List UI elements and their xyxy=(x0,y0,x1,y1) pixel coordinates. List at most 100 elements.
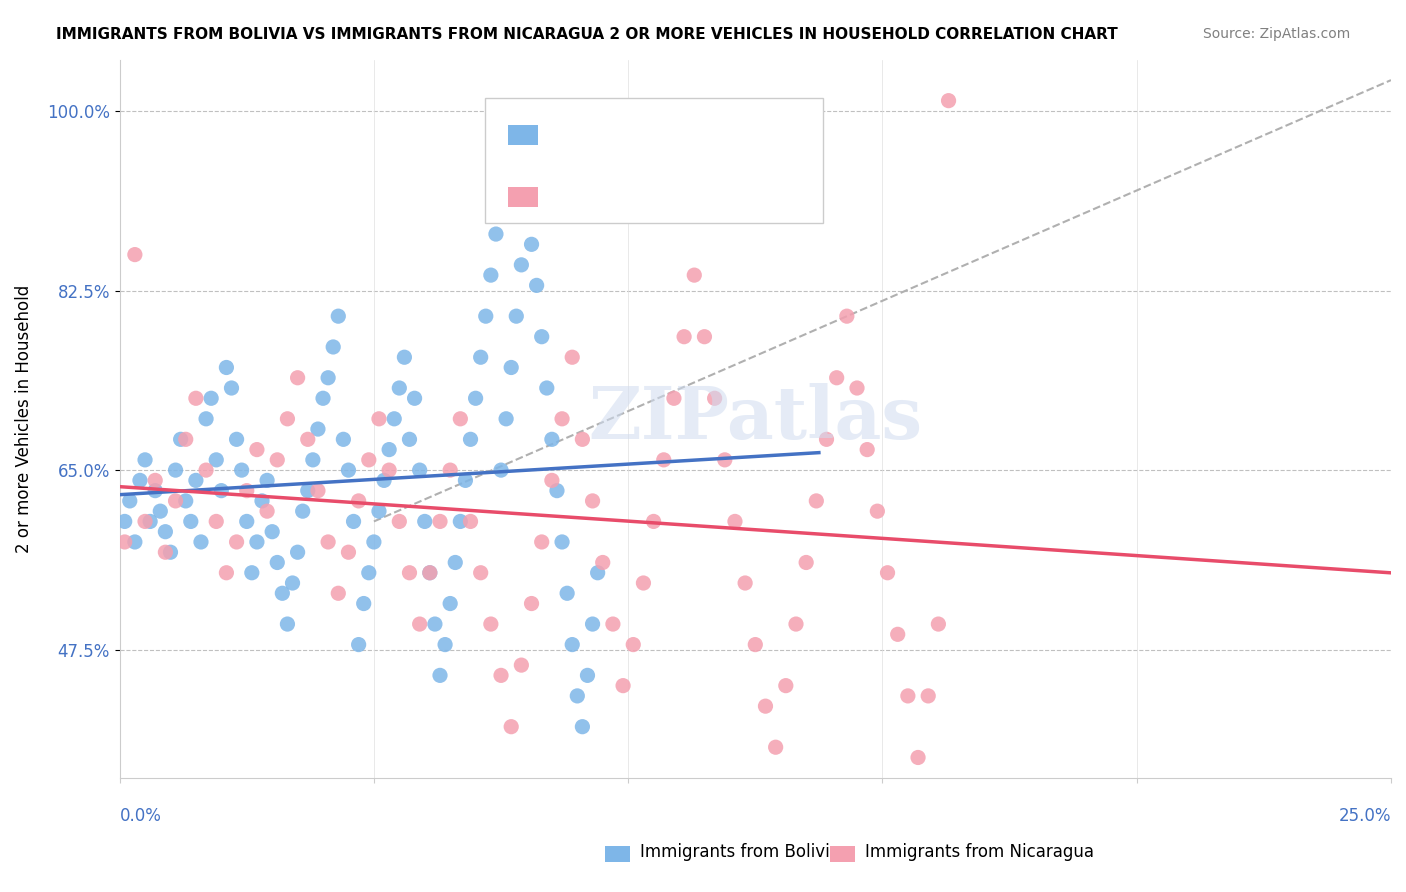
Point xyxy=(454,474,477,488)
Point xyxy=(129,474,152,488)
Point xyxy=(423,617,446,632)
Point xyxy=(815,433,838,447)
Point xyxy=(602,617,624,632)
Point xyxy=(449,515,471,529)
Point xyxy=(246,442,269,457)
Point xyxy=(250,494,273,508)
Point xyxy=(907,750,929,764)
Point xyxy=(373,474,395,488)
Text: 0.0%: 0.0% xyxy=(120,806,162,825)
Point xyxy=(662,391,685,405)
Point xyxy=(271,586,294,600)
Point xyxy=(143,474,166,488)
Point xyxy=(180,515,202,529)
Point xyxy=(200,391,222,405)
Point xyxy=(530,329,553,343)
Point xyxy=(276,412,298,426)
Point xyxy=(215,566,238,580)
Point xyxy=(316,535,339,549)
Point xyxy=(489,668,512,682)
Point xyxy=(489,463,512,477)
Point xyxy=(917,689,939,703)
Point xyxy=(337,463,360,477)
Point xyxy=(551,535,574,549)
Point xyxy=(612,679,634,693)
Point xyxy=(460,433,482,447)
Point xyxy=(652,453,675,467)
Point xyxy=(576,668,599,682)
Point xyxy=(546,483,568,498)
Point xyxy=(368,504,391,518)
Point xyxy=(328,586,350,600)
Text: 0.253: 0.253 xyxy=(558,123,614,141)
Point xyxy=(449,412,471,426)
Point xyxy=(235,483,257,498)
Point xyxy=(621,638,644,652)
Point xyxy=(520,597,543,611)
Point xyxy=(256,504,278,518)
Point xyxy=(567,689,589,703)
Point xyxy=(520,237,543,252)
Point xyxy=(479,617,502,632)
Point xyxy=(703,391,725,405)
Point xyxy=(297,433,319,447)
Point xyxy=(143,483,166,498)
Point xyxy=(388,381,411,395)
Text: 0.339: 0.339 xyxy=(558,186,614,203)
Point xyxy=(713,453,735,467)
Point xyxy=(734,576,756,591)
Point xyxy=(382,412,405,426)
Text: N =: N = xyxy=(623,123,662,141)
Point xyxy=(378,463,401,477)
Point xyxy=(246,535,269,549)
Point xyxy=(419,566,441,580)
Point xyxy=(413,515,436,529)
Point xyxy=(357,453,380,467)
Point xyxy=(221,381,243,395)
Point xyxy=(139,515,162,529)
Point xyxy=(149,504,172,518)
Text: 82: 82 xyxy=(659,186,685,203)
Point xyxy=(174,494,197,508)
Point xyxy=(866,504,889,518)
Text: Source: ZipAtlas.com: Source: ZipAtlas.com xyxy=(1202,27,1350,41)
Point xyxy=(297,483,319,498)
Text: Immigrants from Bolivia: Immigrants from Bolivia xyxy=(640,843,839,861)
Point xyxy=(419,566,441,580)
Point xyxy=(312,391,335,405)
Point xyxy=(225,433,247,447)
Point xyxy=(291,504,314,518)
Point xyxy=(195,463,218,477)
Point xyxy=(693,329,716,343)
Point xyxy=(643,515,665,529)
Point xyxy=(429,515,451,529)
Point xyxy=(510,258,533,272)
Point xyxy=(586,566,609,580)
Point xyxy=(592,556,614,570)
Point xyxy=(184,391,207,405)
Point xyxy=(307,483,329,498)
Point xyxy=(322,340,344,354)
Point xyxy=(470,350,492,364)
Point xyxy=(347,638,370,652)
Point xyxy=(571,720,593,734)
Point xyxy=(287,545,309,559)
Point xyxy=(439,463,461,477)
Text: R =: R = xyxy=(519,186,558,203)
Point xyxy=(765,740,787,755)
Point xyxy=(927,617,949,632)
Point xyxy=(215,360,238,375)
Point xyxy=(287,370,309,384)
Point xyxy=(388,515,411,529)
Point xyxy=(470,566,492,580)
Point xyxy=(114,515,136,529)
Point xyxy=(307,422,329,436)
Point xyxy=(876,566,898,580)
Point xyxy=(337,545,360,559)
Point xyxy=(530,535,553,549)
Point xyxy=(332,433,354,447)
Point xyxy=(169,433,191,447)
Point xyxy=(673,329,696,343)
Point xyxy=(190,535,212,549)
Text: R =: R = xyxy=(519,123,558,141)
